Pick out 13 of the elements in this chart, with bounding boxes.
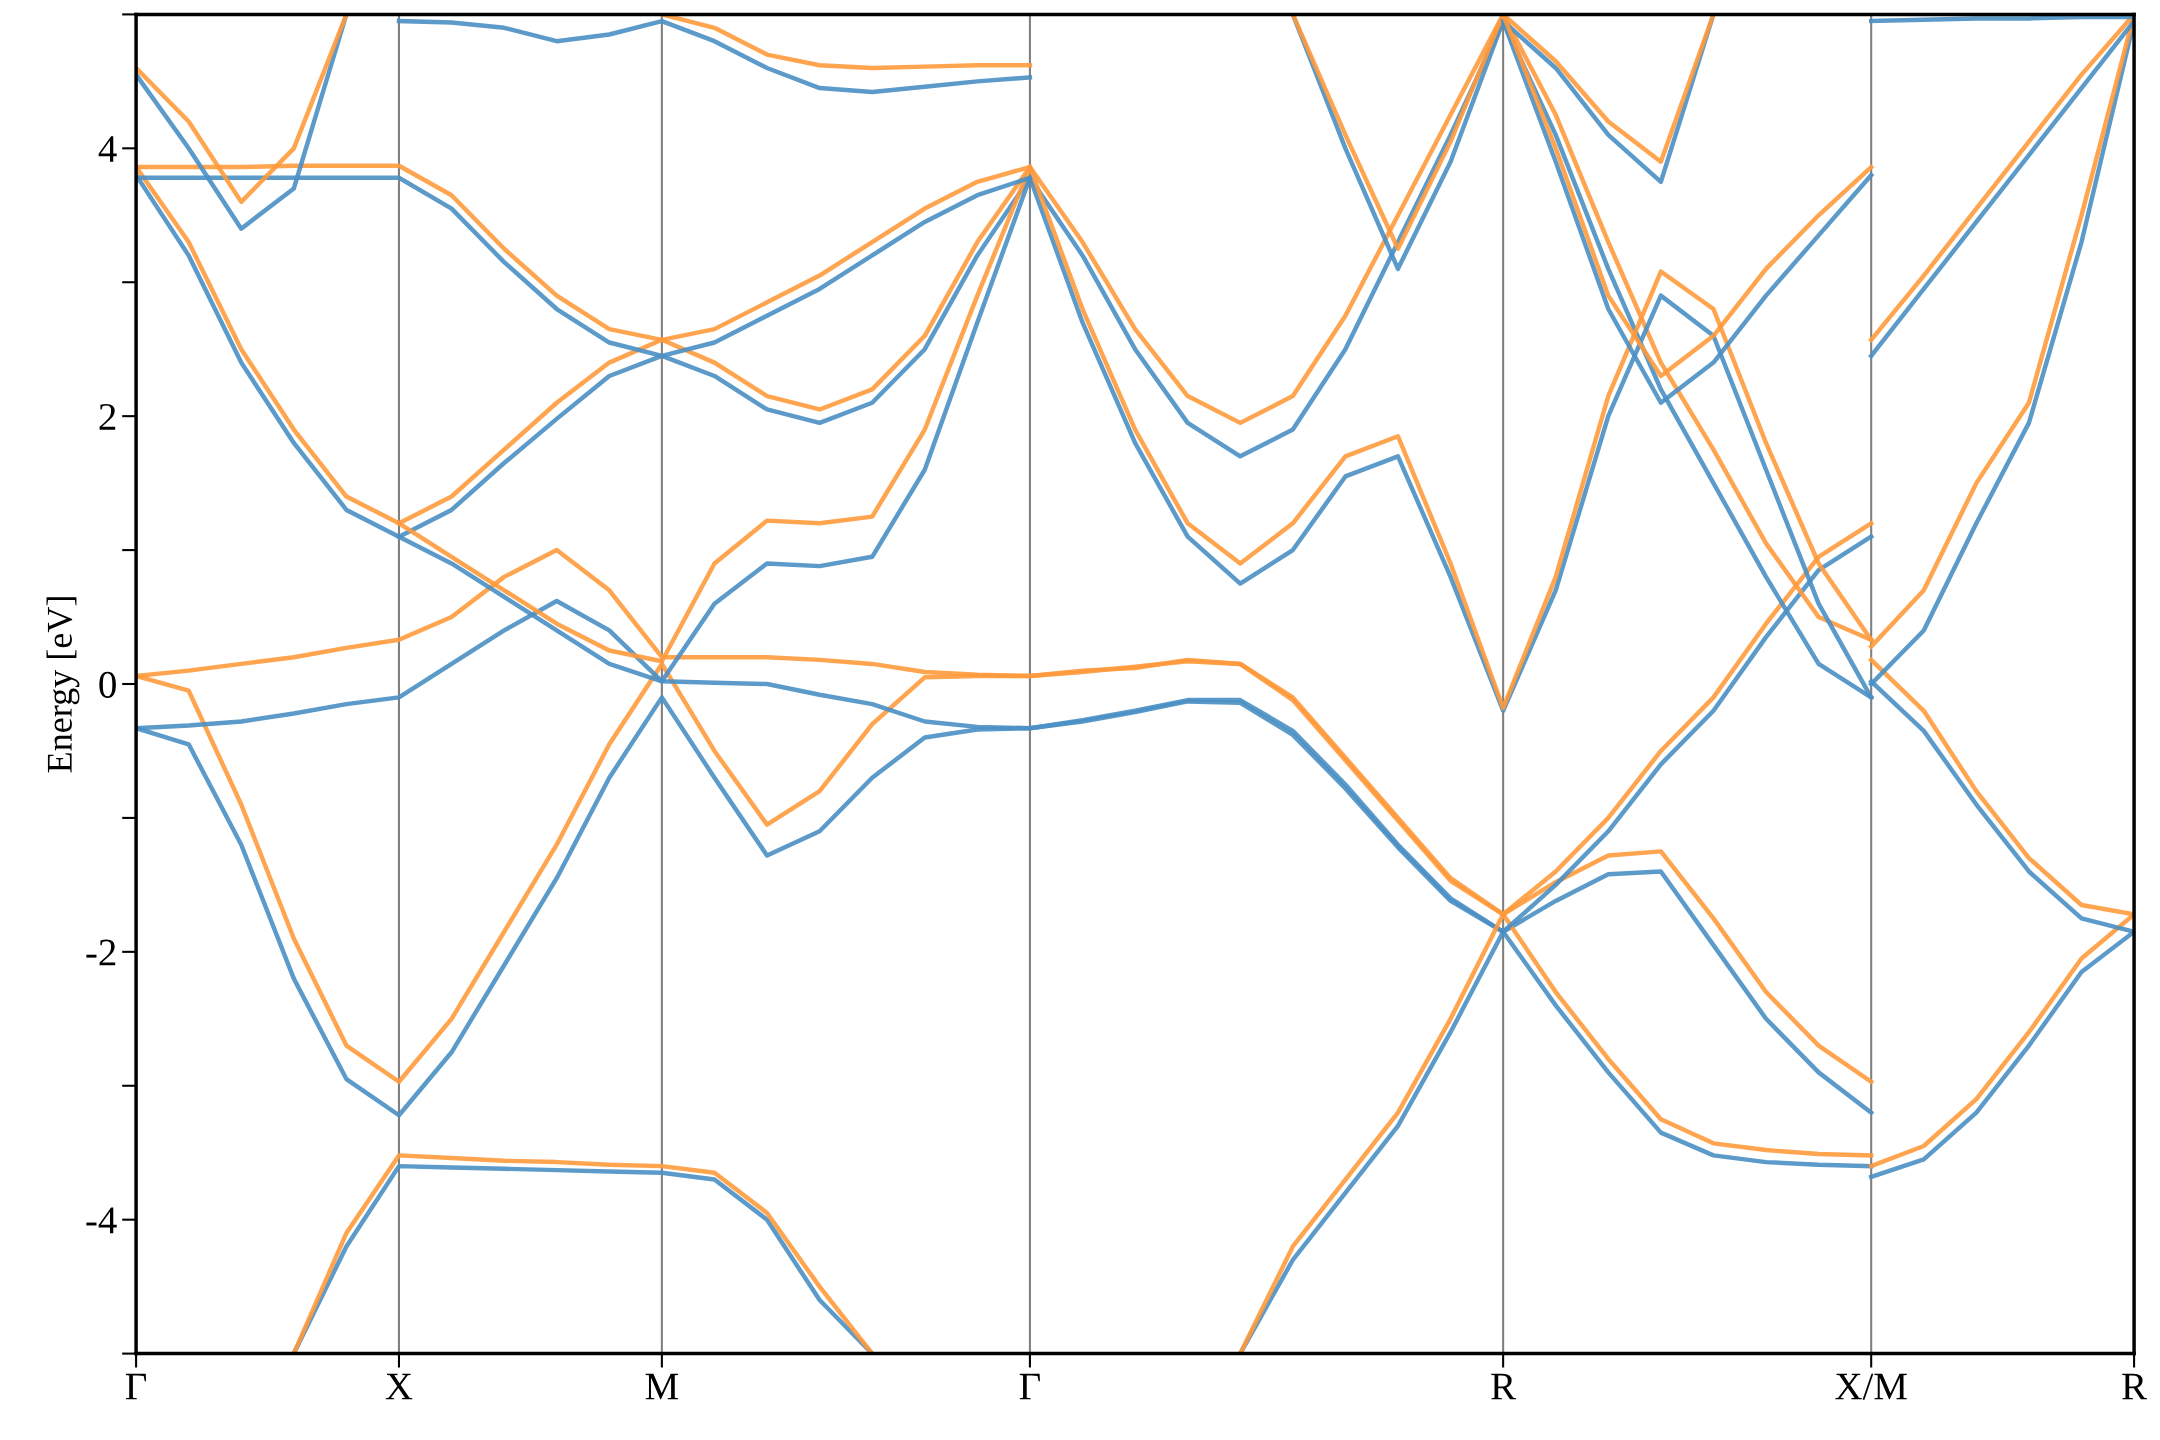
x-tick-label: R — [2122, 1373, 2147, 1400]
y-tick-label: 2 — [99, 403, 116, 430]
x-tick-label: Γ — [1019, 1373, 1040, 1400]
x-tick-label: X/M — [1835, 1373, 1907, 1400]
y-tick-label: 0 — [99, 671, 116, 698]
x-tick-label: M — [645, 1373, 679, 1400]
y-tick-label: -4 — [86, 1207, 117, 1234]
x-tick-label: X — [385, 1373, 413, 1400]
x-tick-label: R — [1491, 1373, 1517, 1400]
y-axis-title: Energy [eV] — [46, 597, 80, 773]
y-tick-label: 4 — [98, 136, 117, 162]
y-tick-label: -2 — [86, 939, 116, 966]
x-tick-label: Γ — [125, 1373, 147, 1400]
